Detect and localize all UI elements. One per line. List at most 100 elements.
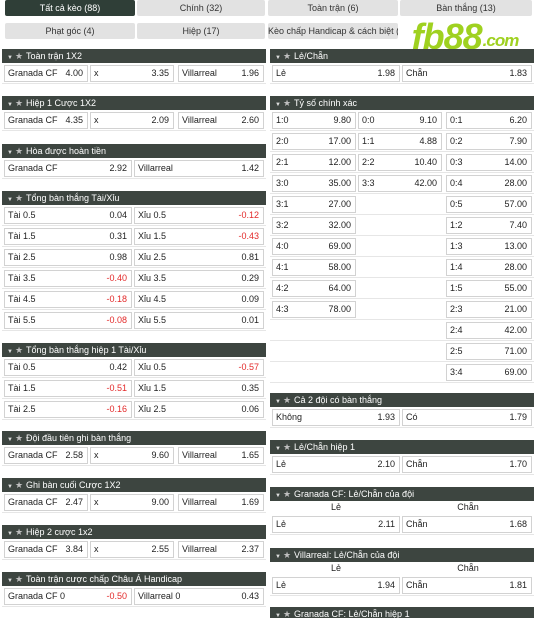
odds-cell[interactable]: Tài 2.5 -0.16: [4, 401, 132, 418]
odds-cell[interactable]: Villarreal 1.69: [178, 494, 264, 511]
odds-cell[interactable]: 1:2 7.40: [446, 217, 532, 234]
odds-cell[interactable]: Xỉu 2.5 0.81: [134, 249, 264, 266]
odds-cell[interactable]: 0:3 14.00: [446, 154, 532, 171]
odds-cell[interactable]: Xỉu 4.5 0.09: [134, 291, 264, 308]
odds-cell[interactable]: Tài 0.5 0.42: [4, 359, 132, 376]
star-icon[interactable]: ★: [15, 51, 24, 61]
odds-cell[interactable]: Tài 1.5 0.31: [4, 228, 132, 245]
odds-cell[interactable]: Tài 2.5 0.98: [4, 249, 132, 266]
odds-cell[interactable]: Xỉu 0.5 -0.57: [134, 359, 264, 376]
market-header[interactable]: ▼ ★ Đội đầu tiên ghi bàn thắng: [2, 431, 266, 445]
odds-cell[interactable]: 1:4 28.00: [446, 259, 532, 276]
odds-cell[interactable]: 2:2 10.40: [358, 154, 442, 171]
filter-tab[interactable]: Kèo chấp Handicap & cách biệt (5): [268, 23, 398, 39]
odds-cell[interactable]: 0:2 7.90: [446, 133, 532, 150]
collapse-icon[interactable]: ▼: [7, 484, 13, 490]
odds-cell[interactable]: x 2.55: [90, 541, 174, 558]
odds-cell[interactable]: Chẵn 1.83: [402, 65, 532, 82]
odds-cell[interactable]: Granada CF 0 -0.50: [4, 588, 132, 605]
collapse-icon[interactable]: ▼: [275, 493, 281, 499]
odds-cell[interactable]: Granada CF 4.35: [4, 112, 88, 129]
filter-tab[interactable]: Chính (32): [137, 0, 265, 16]
collapse-icon[interactable]: ▼: [275, 399, 281, 405]
market-header[interactable]: ▼ ★ Toàn trận cược chấp Châu Á Handicap: [2, 572, 266, 586]
star-icon[interactable]: ★: [283, 442, 292, 452]
odds-cell[interactable]: x 2.09: [90, 112, 174, 129]
odds-cell[interactable]: x 9.60: [90, 447, 174, 464]
odds-cell[interactable]: 3:2 32.00: [272, 217, 356, 234]
collapse-icon[interactable]: ▼: [275, 102, 281, 108]
odds-cell[interactable]: Xỉu 0.5 -0.12: [134, 207, 264, 224]
odds-cell[interactable]: Granada CF 2.58: [4, 447, 88, 464]
filter-tab[interactable]: Hiệp (17): [137, 23, 265, 39]
odds-cell[interactable]: 4:1 58.00: [272, 259, 356, 276]
odds-cell[interactable]: Xỉu 5.5 0.01: [134, 312, 264, 329]
market-header[interactable]: ▼ ★ Tổng bàn thắng hiệp 1 Tài/Xỉu: [2, 343, 266, 357]
odds-cell[interactable]: Lẻ 2.10: [272, 456, 400, 473]
odds-cell[interactable]: Chẵn 1.81: [402, 577, 532, 594]
star-icon[interactable]: ★: [15, 527, 24, 537]
star-icon[interactable]: ★: [15, 146, 24, 156]
odds-cell[interactable]: Xỉu 1.5 0.35: [134, 380, 264, 397]
odds-cell[interactable]: Lẻ 1.98: [272, 65, 400, 82]
odds-cell[interactable]: 1:0 9.80: [272, 112, 356, 129]
odds-cell[interactable]: 2:1 12.00: [272, 154, 356, 171]
odds-cell[interactable]: 3:4 69.00: [446, 364, 532, 381]
odds-cell[interactable]: Granada CF 3.84: [4, 541, 88, 558]
filter-tab[interactable]: Phạt góc (4): [5, 23, 135, 39]
market-header[interactable]: ▼ ★ Ghi bàn cuối Cược 1X2: [2, 478, 266, 492]
odds-cell[interactable]: 4:0 69.00: [272, 238, 356, 255]
market-header[interactable]: ▼ ★ Tổng bàn thắng Tài/Xỉu: [2, 191, 266, 205]
odds-cell[interactable]: 0:1 6.20: [446, 112, 532, 129]
market-header[interactable]: ▼ ★ Granada CF: Lẻ/Chẵn của đội: [270, 487, 534, 501]
collapse-icon[interactable]: ▼: [7, 531, 13, 537]
star-icon[interactable]: ★: [15, 574, 24, 584]
odds-cell[interactable]: 1:5 55.00: [446, 280, 532, 297]
odds-cell[interactable]: Villarreal 2.37: [178, 541, 264, 558]
odds-cell[interactable]: 3:3 42.00: [358, 175, 442, 192]
odds-cell[interactable]: Villarreal 1.65: [178, 447, 264, 464]
star-icon[interactable]: ★: [283, 550, 292, 560]
collapse-icon[interactable]: ▼: [275, 613, 281, 618]
odds-cell[interactable]: 0:4 28.00: [446, 175, 532, 192]
odds-cell[interactable]: Xỉu 1.5 -0.43: [134, 228, 264, 245]
odds-cell[interactable]: 0:0 9.10: [358, 112, 442, 129]
odds-cell[interactable]: 2:5 71.00: [446, 343, 532, 360]
odds-cell[interactable]: Tài 5.5 -0.08: [4, 312, 132, 329]
collapse-icon[interactable]: ▼: [275, 55, 281, 61]
odds-cell[interactable]: 4:3 78.00: [272, 301, 356, 318]
market-header[interactable]: ▼ ★ Hiệp 1 Cược 1X2: [2, 96, 266, 110]
collapse-icon[interactable]: ▼: [275, 554, 281, 560]
market-header[interactable]: ▼ ★ Lẻ/Chẵn hiệp 1: [270, 440, 534, 454]
star-icon[interactable]: ★: [15, 480, 24, 490]
star-icon[interactable]: ★: [15, 345, 24, 355]
market-header[interactable]: ▼ ★ Tỷ số chính xác: [270, 96, 534, 110]
odds-cell[interactable]: 4:2 64.00: [272, 280, 356, 297]
odds-cell[interactable]: Xỉu 3.5 0.29: [134, 270, 264, 287]
odds-cell[interactable]: x 9.00: [90, 494, 174, 511]
odds-cell[interactable]: Villarreal 1.96: [178, 65, 264, 82]
filter-tab[interactable]: Bàn thắng (13): [400, 0, 532, 16]
collapse-icon[interactable]: ▼: [7, 150, 13, 156]
collapse-icon[interactable]: ▼: [7, 55, 13, 61]
star-icon[interactable]: ★: [283, 395, 292, 405]
odds-cell[interactable]: 0:5 57.00: [446, 196, 532, 213]
filter-tab[interactable]: Tất cả kèo (88): [5, 0, 135, 16]
collapse-icon[interactable]: ▼: [7, 349, 13, 355]
market-header[interactable]: ▼ ★ Toàn trận 1X2: [2, 49, 266, 63]
odds-cell[interactable]: Không 1.93: [272, 409, 400, 426]
collapse-icon[interactable]: ▼: [7, 197, 13, 203]
odds-cell[interactable]: Villarreal 2.60: [178, 112, 264, 129]
odds-cell[interactable]: Granada CF 4.00: [4, 65, 88, 82]
odds-cell[interactable]: Có 1.79: [402, 409, 532, 426]
filter-tab[interactable]: Toàn trận (6): [268, 0, 398, 16]
star-icon[interactable]: ★: [283, 609, 292, 618]
odds-cell[interactable]: 2:0 17.00: [272, 133, 356, 150]
odds-cell[interactable]: Tài 1.5 -0.51: [4, 380, 132, 397]
odds-cell[interactable]: Lẻ 2.11: [272, 516, 400, 533]
star-icon[interactable]: ★: [15, 433, 24, 443]
odds-cell[interactable]: Granada CF 2.47: [4, 494, 88, 511]
collapse-icon[interactable]: ▼: [7, 102, 13, 108]
star-icon[interactable]: ★: [283, 51, 292, 61]
star-icon[interactable]: ★: [15, 193, 24, 203]
